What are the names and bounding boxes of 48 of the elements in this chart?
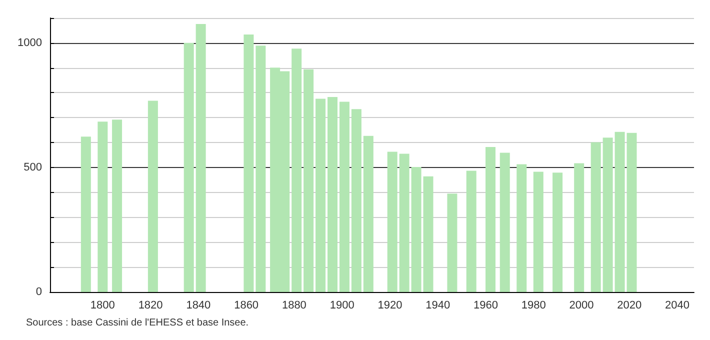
x-tick-label: 1840 <box>186 300 211 312</box>
bar <box>328 96 338 292</box>
x-tick-label: 2040 <box>665 300 690 312</box>
bar <box>316 98 326 292</box>
bar <box>304 69 314 292</box>
bar <box>614 132 625 292</box>
bar <box>500 152 510 292</box>
bar <box>447 194 458 292</box>
bar <box>466 170 476 292</box>
bar <box>112 120 122 292</box>
bar <box>256 46 266 292</box>
x-tick-label: 1920 <box>378 300 402 312</box>
bar <box>351 109 362 292</box>
x-tick-label: 1800 <box>90 300 115 312</box>
bar <box>196 24 206 292</box>
x-tick-label: 2000 <box>569 300 594 312</box>
bar <box>387 152 398 292</box>
bar <box>533 172 544 292</box>
bar <box>590 142 601 292</box>
bar <box>574 163 584 292</box>
bar <box>244 34 254 292</box>
x-tick-label: 1880 <box>282 300 306 312</box>
bar <box>98 122 108 292</box>
x-tick-label: 1860 <box>234 300 259 312</box>
x-tick-label: 1900 <box>330 300 354 312</box>
bar <box>423 176 434 292</box>
bar <box>602 138 613 292</box>
bar <box>339 102 350 292</box>
x-tick-label: 1820 <box>138 300 163 312</box>
bar <box>184 42 194 292</box>
bar <box>80 136 91 292</box>
bar <box>516 164 527 292</box>
bar <box>363 136 374 292</box>
y-tick-label: 500 <box>24 161 42 174</box>
bar <box>292 48 302 292</box>
bar <box>626 132 637 292</box>
source-note: Sources : base Cassini de l'EHESS et base Insee. <box>26 318 249 328</box>
bar <box>148 100 158 292</box>
x-tick-label: 1940 <box>426 300 450 312</box>
bar <box>552 172 563 292</box>
x-tick-label: 1980 <box>521 300 546 312</box>
bar <box>486 147 496 292</box>
y-tick-label: 1000 <box>18 36 42 49</box>
x-tick-label: 1960 <box>473 300 498 312</box>
y-tick-label: 0 <box>36 286 42 298</box>
bar <box>399 154 410 292</box>
x-tick-label: 2020 <box>617 300 642 312</box>
bar <box>411 166 422 292</box>
